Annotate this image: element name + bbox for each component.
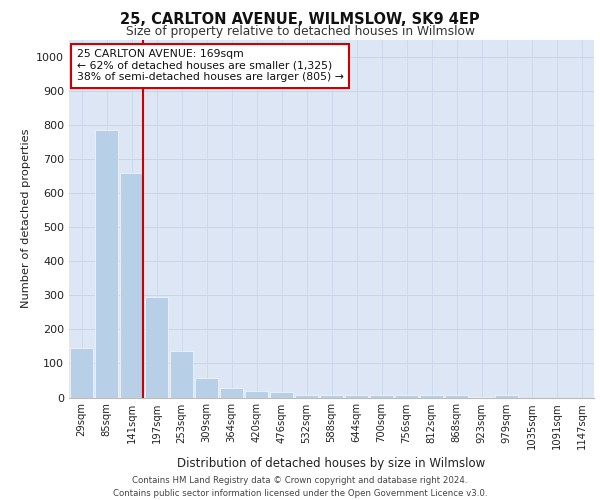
- Text: 25 CARLTON AVENUE: 169sqm
← 62% of detached houses are smaller (1,325)
38% of se: 25 CARLTON AVENUE: 169sqm ← 62% of detac…: [77, 49, 344, 82]
- Y-axis label: Number of detached properties: Number of detached properties: [20, 129, 31, 308]
- Bar: [295, 395, 318, 398]
- Bar: [345, 395, 368, 398]
- Text: Size of property relative to detached houses in Wilmslow: Size of property relative to detached ho…: [125, 25, 475, 38]
- Text: Contains HM Land Registry data © Crown copyright and database right 2024.
Contai: Contains HM Land Registry data © Crown c…: [113, 476, 487, 498]
- Bar: [70, 348, 93, 398]
- Bar: [445, 395, 468, 398]
- Bar: [95, 130, 118, 398]
- Bar: [370, 395, 393, 398]
- Bar: [420, 395, 443, 398]
- Bar: [270, 392, 293, 398]
- Bar: [245, 390, 268, 398]
- Bar: [320, 395, 343, 398]
- X-axis label: Distribution of detached houses by size in Wilmslow: Distribution of detached houses by size …: [178, 458, 485, 470]
- Bar: [145, 297, 168, 398]
- Text: 25, CARLTON AVENUE, WILMSLOW, SK9 4EP: 25, CARLTON AVENUE, WILMSLOW, SK9 4EP: [120, 12, 480, 28]
- Bar: [495, 395, 518, 398]
- Bar: [220, 388, 243, 398]
- Bar: [195, 378, 218, 398]
- Bar: [120, 173, 143, 398]
- Bar: [395, 395, 418, 398]
- Bar: [470, 397, 493, 398]
- Bar: [170, 350, 193, 398]
